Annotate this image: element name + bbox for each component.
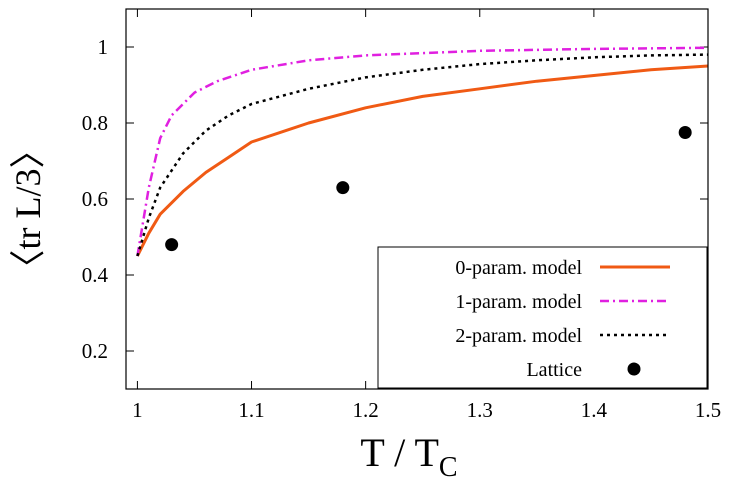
legend-label: 1-param. model <box>455 291 582 313</box>
lattice-point <box>165 238 179 252</box>
series-layer <box>136 46 709 257</box>
legend: 0-param. model 1-param. model 2-param. mod… <box>377 246 708 389</box>
x-tick-label: 1.1 <box>238 398 264 422</box>
legend-label: Lattice <box>526 359 582 381</box>
y-tick-label: 0.8 <box>82 111 108 135</box>
legend-box <box>377 246 708 389</box>
legend-swatch-lattice <box>627 362 641 376</box>
x-tick-label: 1.3 <box>467 398 493 422</box>
y-tick-label: 1 <box>98 35 109 59</box>
lattice-point <box>336 181 350 195</box>
series-line-0-param-model <box>136 64 709 257</box>
series-line-1-param-model <box>136 46 709 257</box>
x-tick-label: 1.2 <box>353 398 379 422</box>
x-tick-label: 1 <box>132 398 143 422</box>
series-line-2-param-model <box>136 53 709 257</box>
x-axis-title-subscript: C <box>439 452 458 482</box>
y-axis-title: 〈tr L/3〉 <box>8 133 48 286</box>
x-tick-label: 1.5 <box>695 398 721 422</box>
y-tick-label: 0.2 <box>82 339 108 363</box>
plot-frame <box>125 8 709 390</box>
legend-label: 0-param. model <box>455 257 582 279</box>
legend-label: 2-param. model <box>455 325 582 347</box>
y-tick-label: 0.6 <box>82 187 108 211</box>
x-axis-title: T / TC <box>360 430 457 482</box>
lattice-point <box>678 126 692 139</box>
x-tick-label: 1.4 <box>581 398 608 422</box>
x-axis-title-main: T / T <box>360 430 439 475</box>
y-tick-label: 0.4 <box>82 263 109 287</box>
